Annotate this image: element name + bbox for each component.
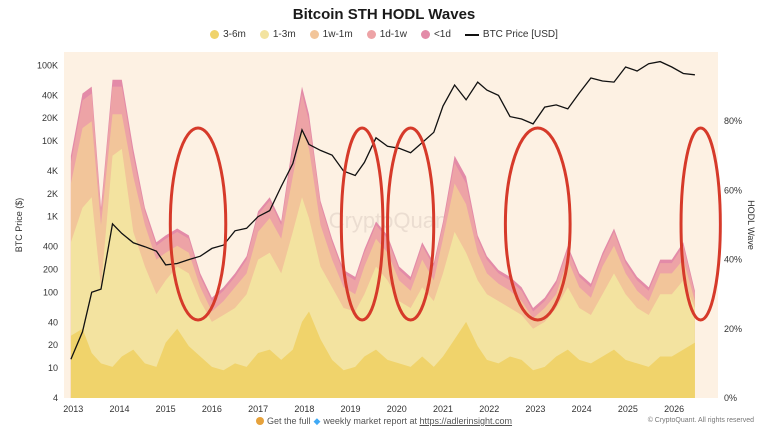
legend-swatch [366, 30, 376, 39]
y-right-tick-label: 80% [724, 116, 742, 126]
legend-label: 3-6m [223, 29, 246, 40]
y-right-axis-title: HODL Wave [746, 200, 756, 250]
y-left-tick-label: 40K [42, 90, 58, 100]
annotation-ellipse-5 [679, 126, 722, 322]
y-left-tick-label: 20K [42, 113, 58, 123]
y-left-axis-title: BTC Price ($) [14, 198, 24, 253]
y-left-tick-label: 10 [48, 363, 58, 373]
x-tick-label: 2024 [572, 404, 592, 414]
y-left-tick-label: 200 [43, 264, 58, 274]
x-tick-label: 2013 [63, 404, 83, 414]
y-left-tick-label: 20 [48, 340, 58, 350]
legend-item: 1w-1m [309, 29, 353, 40]
area-series-36m [70, 311, 695, 398]
x-tick-label: 2016 [202, 404, 222, 414]
report-icon [255, 417, 264, 425]
x-tick-label: 2018 [294, 404, 314, 414]
legend-swatch [210, 30, 220, 39]
y-right-tick-label: 20% [724, 324, 742, 334]
x-tick-label: 2017 [248, 404, 268, 414]
chart-title: Bitcoin STH HODL Waves [292, 6, 476, 23]
legend-label: 1w-1m [322, 29, 353, 40]
y-left-tick-label: 4 [53, 393, 58, 403]
legend-item: BTC Price [USD] [464, 29, 558, 40]
legend-label: BTC Price [USD] [482, 29, 558, 40]
y-left-tick-label: 2K [47, 189, 58, 199]
footer-note: Get the full ◆ weekly market report at htt… [0, 416, 768, 427]
x-tick-label: 2022 [479, 404, 499, 414]
legend-label: 1d-1w [379, 29, 407, 40]
y-left-tick-label: 4K [47, 166, 58, 176]
legend-swatch [420, 30, 430, 39]
y-right-tick-label: 60% [724, 185, 742, 195]
y-left-tick-label: 10K [42, 136, 58, 146]
annotation-ellipse-2 [339, 126, 385, 322]
footer-link[interactable]: https://adlerinsight.com [419, 416, 513, 426]
legend-label: 1-3m [272, 29, 296, 40]
x-tick-label: 2020 [387, 404, 407, 414]
annotation-ellipse-4 [503, 126, 572, 322]
footer-middle: weekly market report at [323, 416, 417, 426]
area-series-13m [70, 148, 695, 398]
legend-swatch [309, 30, 319, 39]
x-tick-label: 2021 [433, 404, 453, 414]
x-tick-label: 2019 [341, 404, 361, 414]
legend-item: 1d-1w [366, 29, 407, 40]
legend-item: <1d [420, 29, 451, 40]
footer-prefix: Get the full [266, 416, 311, 426]
y-right-tick-label: 40% [724, 255, 742, 265]
chart-legend: 3-6m 1-3m 1w-1m 1d-1w <1d BTC Price [USD] [0, 29, 768, 40]
btc-price-line [70, 60, 695, 360]
legend-label: <1d [433, 29, 451, 40]
y-left-tick-label: 1K [47, 212, 58, 222]
x-tick-label: 2026 [664, 404, 684, 414]
legend-swatch [259, 30, 269, 39]
y-left-tick-label: 100K [37, 60, 58, 70]
copyright-credit: © CryptoQuant. All rights reserved [647, 417, 754, 424]
x-tick-label: 2023 [525, 404, 545, 414]
x-tick-label: 2014 [109, 404, 129, 414]
x-tick-label: 2015 [156, 404, 176, 414]
y-left-tick-label: 100 [43, 287, 58, 297]
legend-swatch [464, 33, 479, 36]
y-right-tick-label: 0% [724, 393, 737, 403]
diamond-icon: ◆ [313, 416, 321, 426]
annotation-ellipse-1 [168, 126, 228, 322]
annotation-ellipse-3 [386, 126, 436, 322]
legend-item: 3-6m [210, 29, 246, 40]
x-tick-label: 2025 [618, 404, 638, 414]
legend-item: 1-3m [259, 29, 296, 40]
y-left-tick-label: 400 [43, 242, 58, 252]
y-left-tick-label: 40 [48, 317, 58, 327]
